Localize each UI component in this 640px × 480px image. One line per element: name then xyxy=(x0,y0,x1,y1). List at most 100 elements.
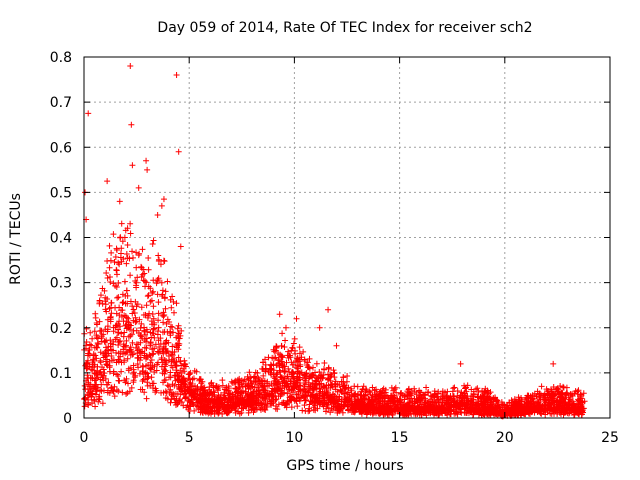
data-point xyxy=(473,402,480,409)
data-point xyxy=(577,391,584,398)
data-point xyxy=(100,366,107,373)
data-point xyxy=(127,272,134,279)
data-point xyxy=(312,369,319,376)
data-point xyxy=(423,384,430,391)
data-point xyxy=(330,367,337,374)
x-tick-label: 15 xyxy=(391,430,409,446)
chart-title: Day 059 of 2014, Rate Of TEC Index for r… xyxy=(157,20,532,36)
data-point xyxy=(102,301,109,308)
data-point xyxy=(468,407,475,414)
data-point xyxy=(296,350,303,357)
data-point xyxy=(153,280,160,287)
data-point xyxy=(167,374,174,381)
data-point xyxy=(155,299,162,306)
data-point xyxy=(325,404,332,411)
data-point xyxy=(137,332,144,339)
data-point xyxy=(116,377,123,384)
data-point xyxy=(310,386,317,393)
data-point xyxy=(141,389,148,396)
data-point xyxy=(154,211,161,218)
data-point xyxy=(127,332,134,339)
data-point xyxy=(411,395,418,402)
data-point xyxy=(291,397,298,404)
data-point xyxy=(567,397,574,404)
data-point xyxy=(120,318,127,325)
data-point xyxy=(387,407,394,414)
data-point xyxy=(278,400,285,407)
data-point xyxy=(260,359,267,366)
data-point xyxy=(528,394,535,401)
data-point xyxy=(104,274,111,281)
data-point xyxy=(562,391,569,398)
data-point xyxy=(245,397,252,404)
data-point xyxy=(145,292,152,299)
data-point xyxy=(125,365,132,372)
data-point xyxy=(104,389,111,396)
data-point xyxy=(121,278,128,285)
data-point xyxy=(450,393,457,400)
data-point xyxy=(265,354,272,361)
data-point xyxy=(246,369,253,376)
data-point xyxy=(387,397,394,404)
data-point xyxy=(366,388,373,395)
data-point xyxy=(85,110,92,117)
data-point xyxy=(137,386,144,393)
data-point xyxy=(181,368,188,375)
data-point xyxy=(473,386,480,393)
data-point xyxy=(104,328,111,335)
data-point xyxy=(97,357,104,364)
data-point xyxy=(130,362,137,369)
data-point xyxy=(147,366,154,373)
data-point xyxy=(139,348,146,355)
data-point xyxy=(118,220,125,227)
data-point xyxy=(96,318,103,325)
data-point xyxy=(144,379,151,386)
data-point xyxy=(114,294,121,301)
data-point xyxy=(281,344,288,351)
data-point xyxy=(559,390,566,397)
data-point xyxy=(500,401,507,408)
data-point xyxy=(130,254,137,261)
data-point xyxy=(389,394,396,401)
data-point xyxy=(342,396,349,403)
data-point xyxy=(313,385,320,392)
data-point xyxy=(172,362,179,369)
data-point xyxy=(257,380,264,387)
data-point xyxy=(464,403,471,410)
data-point xyxy=(133,341,140,348)
data-point xyxy=(238,399,245,406)
data-point xyxy=(130,377,137,384)
data-point xyxy=(93,375,100,382)
data-point xyxy=(132,277,139,284)
data-point xyxy=(194,385,201,392)
data-point xyxy=(129,310,136,317)
data-point xyxy=(550,360,557,367)
data-point xyxy=(337,406,344,413)
data-point xyxy=(435,412,442,419)
data-point xyxy=(440,404,447,411)
data-point xyxy=(260,372,267,379)
data-point xyxy=(413,391,420,398)
data-point xyxy=(538,383,545,390)
data-point xyxy=(451,384,458,391)
data-point xyxy=(279,362,286,369)
data-point xyxy=(140,277,147,284)
data-point xyxy=(165,383,172,390)
data-point xyxy=(116,357,123,364)
data-point xyxy=(233,402,240,409)
data-point xyxy=(217,396,224,403)
data-point xyxy=(196,391,203,398)
data-point xyxy=(161,370,168,377)
data-point xyxy=(415,394,422,401)
data-point xyxy=(164,316,171,323)
data-point xyxy=(150,237,157,244)
data-point xyxy=(148,334,155,341)
data-point xyxy=(92,391,99,398)
data-point xyxy=(240,405,247,412)
data-point xyxy=(160,257,167,264)
data-point xyxy=(394,401,401,408)
data-point xyxy=(180,391,187,398)
data-point xyxy=(103,344,110,351)
data-point xyxy=(119,238,126,245)
data-point xyxy=(110,388,117,395)
